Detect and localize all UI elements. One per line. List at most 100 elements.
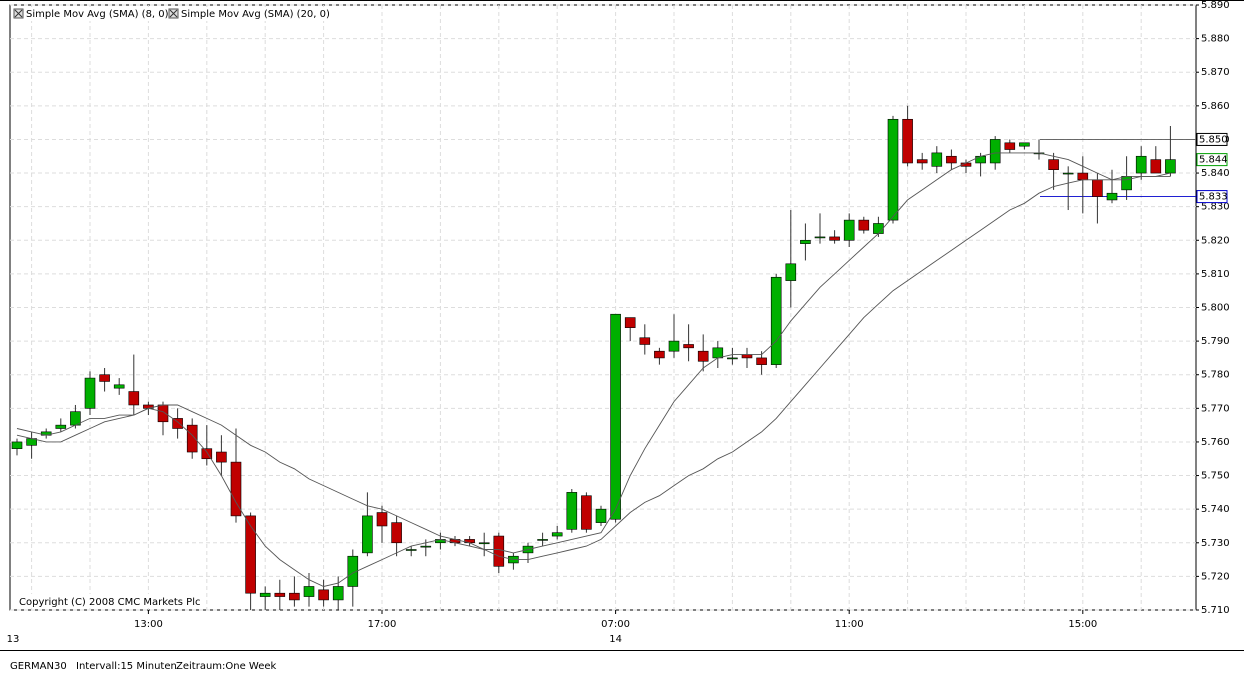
candle-body (201, 448, 213, 460)
y-tick-label: 5.880 (1201, 34, 1230, 45)
copyright-bg (14, 594, 196, 608)
candle-body (712, 347, 724, 359)
y-tick-label: 5.840 (1201, 168, 1230, 179)
period: Zeitraum:One Week (176, 661, 277, 672)
price-box (1196, 132, 1228, 146)
candle-body (113, 384, 125, 389)
candle-body (989, 139, 1001, 164)
candle-body (683, 344, 694, 349)
candle-body (902, 118, 913, 164)
y-tick-label: 5.810 (1201, 269, 1230, 280)
candle-body (887, 118, 899, 221)
candle-body (916, 159, 928, 164)
candle-body (1077, 172, 1089, 181)
candle-body (347, 555, 359, 587)
candle-body (800, 239, 811, 244)
candle-body (55, 424, 67, 429)
candle-body (245, 515, 256, 594)
candle-body (727, 357, 738, 360)
candle-body (99, 374, 110, 382)
candle-body (289, 592, 300, 601)
candle-body (829, 236, 840, 241)
candle-body (84, 377, 96, 409)
candle-body (595, 508, 607, 523)
candle-body (186, 424, 198, 453)
candle-body (318, 589, 329, 601)
y-tick-label: 5.750 (1201, 471, 1230, 482)
copyright: Copyright (C) 2008 CMC Markets Plc (19, 597, 200, 608)
candle-body (259, 592, 271, 597)
candle-body (157, 404, 169, 423)
candle-body (1150, 159, 1162, 174)
x-tick-label: 11:00 (835, 619, 864, 630)
candle-body (741, 354, 753, 359)
candle-body (537, 539, 548, 541)
day-label: 14 (609, 634, 622, 645)
candle-body (610, 313, 621, 520)
candle-body (566, 492, 578, 530)
candle-body (1092, 179, 1103, 197)
legend-check (169, 9, 178, 18)
y-tick-label: 5.760 (1201, 437, 1230, 448)
y-tick-label: 5.770 (1201, 403, 1230, 414)
candle-body (843, 219, 855, 241)
candle-body (172, 418, 183, 429)
y-tick-label: 5.720 (1201, 571, 1230, 582)
grid (10, 4, 1196, 611)
candle-body (1135, 155, 1147, 174)
y-tick-label: 5.830 (1201, 202, 1230, 213)
candle-body (1004, 142, 1016, 150)
candle-body (1121, 176, 1132, 191)
candle-body (873, 223, 884, 234)
y-tick-label: 5.740 (1201, 504, 1230, 515)
x-tick-label: 15:00 (1068, 619, 1097, 630)
marks (11, 105, 1196, 610)
candle-body (581, 495, 592, 530)
candle-body (216, 451, 227, 463)
y-tick-label: 5.790 (1201, 336, 1230, 347)
y-tick-label: 5.890 (1201, 0, 1230, 11)
sma-line (16, 175, 1171, 561)
candle-body (931, 152, 943, 167)
candle-body (405, 549, 417, 551)
candle-body (362, 515, 373, 554)
candle-body (303, 586, 315, 597)
y-tick-label: 5.780 (1201, 370, 1230, 381)
y-tick-label: 5.730 (1201, 538, 1230, 549)
candle-body (274, 592, 286, 597)
candle-body (1106, 192, 1118, 201)
candle-body (785, 263, 797, 281)
candle-body (1062, 172, 1074, 175)
candle-body (332, 586, 344, 601)
y-tick-label: 5.870 (1201, 67, 1230, 78)
candle-body (697, 350, 709, 362)
price-label: 5.844 (1199, 155, 1228, 166)
price-label: 5.850 (1199, 134, 1228, 145)
candle-body (770, 276, 782, 365)
candle-body (668, 340, 680, 352)
sma-line (16, 152, 1171, 587)
legend-entry: Simple Mov Avg (SMA) (8, 0) (26, 9, 169, 20)
candle-body (975, 155, 986, 164)
candle-body (128, 391, 140, 406)
candle-body (376, 512, 388, 527)
candle-body (551, 532, 563, 537)
candle-body (230, 461, 242, 517)
candle-body (420, 545, 432, 548)
y-tick-label: 5.800 (1201, 303, 1230, 314)
price-box (1196, 153, 1228, 167)
candle-body (1019, 142, 1030, 147)
x-tick-label: 07:00 (601, 619, 630, 630)
instrument: GERMAN30 (10, 661, 67, 672)
candle-body (654, 350, 665, 359)
x-tick-label: 13:00 (134, 619, 163, 630)
candle-body (814, 236, 826, 239)
day-label: 13 (7, 634, 20, 645)
legend-entry: Simple Mov Avg (SMA) (20, 0) (181, 9, 330, 20)
candle-body (756, 357, 767, 365)
interval: Intervall:15 Minuten (76, 661, 177, 672)
candle-body (391, 522, 402, 544)
candle-body (11, 441, 23, 449)
price-label: 5.833 (1199, 192, 1228, 203)
